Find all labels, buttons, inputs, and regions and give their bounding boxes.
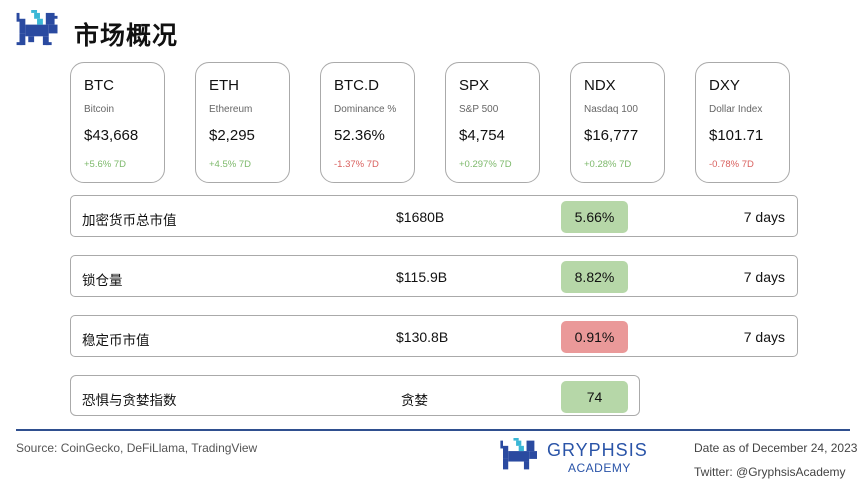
ticker-price: $43,668 — [84, 127, 139, 144]
ticker-card-eth: ETH Ethereum $2,295 +4.5% 7D — [195, 62, 290, 183]
ticker-price: $2,295 — [209, 127, 255, 144]
brand-name: GRYPHSIS — [547, 440, 648, 460]
ticker-name: Ethereum — [209, 104, 253, 115]
ticker-change: -1.37% 7D — [334, 159, 379, 170]
ticker-price: 52.36% — [334, 127, 385, 144]
ticker-change: +0.28% 7D — [584, 159, 632, 170]
ticker-price: $4,754 — [459, 127, 505, 144]
metric-value: $130.8B — [396, 329, 449, 345]
ticker-symbol: BTC.D — [334, 77, 379, 94]
ticker-name: Dominance % — [334, 104, 397, 115]
metric-label: 锁仓量 — [82, 273, 123, 289]
metric-change-badge: 74 — [561, 381, 628, 413]
ticker-change: -0.78% 7D — [709, 159, 754, 170]
ticker-name: Bitcoin — [84, 104, 115, 115]
metric-value: $115.9B — [396, 269, 448, 285]
metric-row: 稳定币市值 $130.8B 0.91% 7 days — [70, 315, 798, 357]
footer-divider — [16, 429, 850, 431]
ticker-change: +4.5% 7D — [209, 159, 251, 170]
date-note: Date as of December 24, 2023 — [694, 441, 858, 455]
metric-label: 加密货币总市值 — [82, 213, 177, 229]
metric-value: $1680B — [396, 209, 445, 225]
ticker-change: +5.6% 7D — [84, 159, 126, 170]
ticker-symbol: BTC — [84, 77, 114, 94]
twitter-handle: Twitter: @GryphsisAcademy — [694, 465, 846, 479]
ticker-name: Nasdaq 100 — [584, 104, 638, 115]
ticker-card-dxy: DXY Dollar Index $101.71 -0.78% 7D — [695, 62, 790, 183]
ticker-change: +0.297% 7D — [459, 159, 512, 170]
ticker-name: S&P 500 — [459, 104, 499, 115]
ticker-price: $16,777 — [584, 127, 639, 144]
metric-change-badge: 0.91% — [561, 321, 628, 353]
gryphsis-brand-logo-icon — [500, 438, 537, 470]
metric-period: 7 days — [743, 329, 785, 345]
metric-row: 锁仓量 $115.9B 8.82% 7 days — [70, 255, 798, 297]
metric-period: 7 days — [743, 209, 785, 225]
ticker-card-btc: BTC Bitcoin $43,668 +5.6% 7D — [70, 62, 165, 183]
metric-period: 7 days — [743, 269, 785, 285]
ticker-card-spx: SPX S&P 500 $4,754 +0.297% 7D — [445, 62, 540, 183]
ticker-card-ndx: NDX Nasdaq 100 $16,777 +0.28% 7D — [570, 62, 665, 183]
metric-label: 恐惧与贪婪指数 — [82, 393, 177, 409]
ticker-symbol: DXY — [709, 77, 740, 94]
page-title: 市场概况 — [74, 21, 179, 50]
ticker-card-btc-d: BTC.D Dominance % 52.36% -1.37% 7D — [320, 62, 415, 183]
metric-change-badge: 8.82% — [561, 261, 628, 293]
ticker-symbol: NDX — [584, 77, 616, 94]
metric-row: 恐惧与贪婪指数 贪婪 74 — [70, 375, 640, 416]
brand-subtitle: ACADEMY — [568, 461, 631, 475]
source-note: Source: CoinGecko, DeFiLlama, TradingVie… — [16, 441, 258, 455]
gryphsis-logo-icon — [16, 10, 58, 46]
ticker-symbol: ETH — [209, 77, 239, 94]
ticker-name: Dollar Index — [709, 104, 763, 115]
metric-change-badge: 5.66% — [561, 201, 628, 233]
metric-label: 稳定币市值 — [82, 333, 150, 349]
ticker-price: $101.71 — [709, 127, 764, 144]
ticker-symbol: SPX — [459, 77, 490, 94]
metric-value: 贪婪 — [401, 393, 428, 409]
metric-row: 加密货币总市值 $1680B 5.66% 7 days — [70, 195, 798, 237]
